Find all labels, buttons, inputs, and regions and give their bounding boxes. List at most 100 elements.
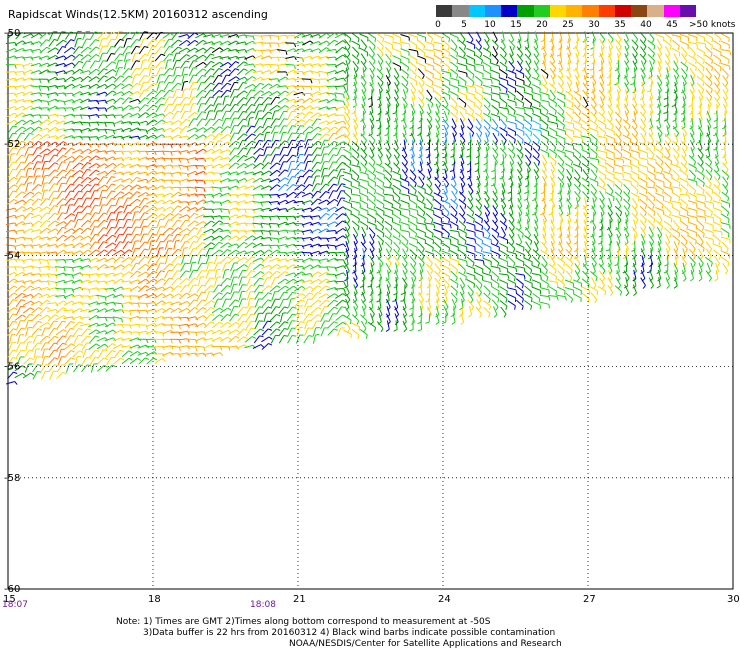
wind-barb bbox=[96, 257, 106, 262]
wind-barb bbox=[279, 125, 285, 135]
wind-barb-feather bbox=[234, 313, 240, 316]
wind-barb bbox=[138, 263, 146, 271]
wind-barb bbox=[353, 74, 358, 84]
wind-barb-feather bbox=[211, 300, 215, 304]
wind-barb-feather bbox=[243, 336, 248, 340]
wind-barb-feather bbox=[269, 216, 272, 221]
wind-barb-feather bbox=[210, 46, 215, 50]
wind-barb bbox=[162, 127, 171, 132]
wind-barb-feather bbox=[348, 197, 352, 202]
wind-barb-feather bbox=[46, 306, 51, 310]
wind-barb bbox=[130, 39, 137, 47]
wind-barb-feather bbox=[28, 175, 34, 178]
wind-barb bbox=[252, 49, 262, 51]
wind-barb-feather bbox=[37, 371, 42, 373]
wind-barb bbox=[320, 306, 326, 315]
wind-barb bbox=[14, 285, 23, 293]
wind-barb bbox=[195, 221, 204, 227]
wind-barb bbox=[244, 76, 253, 83]
wind-barb bbox=[238, 284, 243, 294]
wind-barb-feather bbox=[325, 191, 330, 194]
wind-barb-feather bbox=[422, 197, 425, 202]
wind-barb-feather bbox=[186, 47, 191, 52]
wind-barb bbox=[88, 148, 97, 155]
wind-barb bbox=[96, 337, 106, 342]
wind-barb bbox=[112, 91, 122, 96]
wind-barb-feather bbox=[71, 288, 75, 293]
wind-barb bbox=[326, 206, 336, 212]
wind-barb-feather bbox=[169, 32, 174, 36]
colorbar-segment bbox=[549, 5, 566, 17]
wind-barb-feather bbox=[399, 240, 401, 245]
wind-barb bbox=[112, 150, 122, 153]
wind-barb bbox=[81, 60, 88, 69]
wind-barb-feather bbox=[260, 230, 264, 235]
wind-barb bbox=[252, 215, 262, 218]
wind-barb bbox=[55, 234, 64, 242]
wind-barb-feather bbox=[47, 281, 50, 286]
wind-barb bbox=[228, 68, 236, 76]
wind-barb-feather bbox=[275, 96, 280, 99]
wind-barb bbox=[112, 272, 122, 277]
wind-barb-feather bbox=[414, 190, 417, 195]
wind-barb bbox=[88, 121, 98, 124]
wind-barb bbox=[213, 262, 219, 272]
wind-barb bbox=[147, 75, 153, 84]
wind-barb bbox=[412, 139, 414, 149]
wind-barb-feather bbox=[95, 349, 100, 352]
wind-barb bbox=[227, 214, 237, 219]
wind-barb bbox=[310, 271, 319, 278]
wind-barb-feather bbox=[399, 204, 401, 209]
wind-barb bbox=[219, 199, 229, 205]
wind-barb bbox=[417, 39, 426, 47]
wind-barb-feather bbox=[38, 300, 43, 305]
wind-barb-feather bbox=[21, 183, 26, 186]
wind-barb-feather bbox=[168, 96, 173, 98]
wind-barb-feather bbox=[292, 118, 297, 121]
wind-barb-feather bbox=[357, 60, 360, 65]
wind-barb bbox=[270, 306, 277, 315]
wind-barb-feather bbox=[70, 335, 75, 337]
wind-barb bbox=[285, 243, 295, 247]
wind-barb bbox=[179, 219, 187, 228]
wind-barb-feather bbox=[128, 75, 133, 79]
wind-barb-feather bbox=[243, 328, 248, 331]
wind-barb bbox=[327, 212, 335, 220]
wind-barb bbox=[418, 89, 425, 98]
wind-barb bbox=[71, 76, 81, 82]
wind-barb bbox=[361, 291, 366, 301]
wind-barb bbox=[262, 103, 268, 113]
wind-barb bbox=[7, 357, 14, 365]
wind-barb-feather bbox=[128, 68, 133, 71]
wind-barb-feather bbox=[309, 286, 314, 290]
wind-barb bbox=[104, 287, 114, 290]
wind-barb-feather bbox=[275, 139, 280, 142]
wind-barb-feather bbox=[14, 222, 18, 227]
wind-barb bbox=[154, 300, 163, 307]
wind-barb-feather bbox=[137, 91, 142, 95]
wind-barb bbox=[48, 320, 55, 329]
wind-barb bbox=[269, 249, 278, 256]
wind-barb bbox=[260, 244, 270, 247]
wind-barb bbox=[130, 263, 137, 272]
wind-barb bbox=[156, 226, 161, 236]
wind-barb bbox=[195, 214, 204, 219]
wind-barb bbox=[71, 98, 81, 104]
wind-barb-feather bbox=[227, 307, 232, 311]
wind-barb-feather bbox=[153, 177, 158, 181]
wind-barb bbox=[344, 46, 351, 55]
wind-barb bbox=[71, 149, 81, 154]
wind-barb-feather bbox=[195, 332, 198, 337]
wind-barb bbox=[287, 320, 293, 330]
wind-barb-feather bbox=[367, 97, 372, 100]
wind-barb-feather bbox=[79, 77, 84, 81]
wind-barb-feather bbox=[464, 103, 467, 108]
wind-barb-feather bbox=[203, 322, 207, 327]
wind-barb-feather bbox=[439, 204, 442, 209]
wind-barb bbox=[153, 315, 163, 320]
wind-barb-feather bbox=[453, 198, 457, 203]
wind-barb bbox=[326, 230, 336, 232]
wind-barb bbox=[219, 186, 229, 189]
wind-barb bbox=[392, 178, 401, 183]
wind-barb bbox=[38, 127, 48, 132]
